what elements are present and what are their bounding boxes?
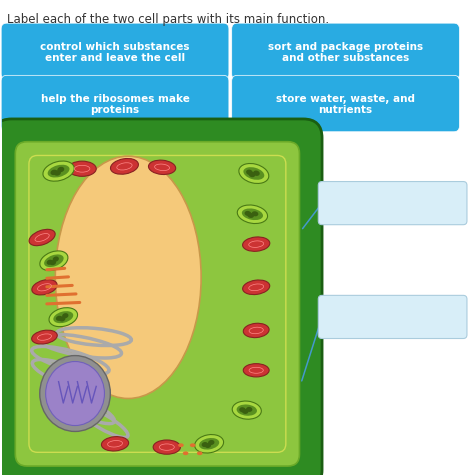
Ellipse shape [201,442,208,447]
Ellipse shape [59,317,65,322]
FancyBboxPatch shape [1,76,229,132]
Ellipse shape [54,171,61,176]
Ellipse shape [205,443,211,448]
Ellipse shape [68,162,96,177]
Ellipse shape [43,162,74,182]
FancyBboxPatch shape [232,24,459,80]
Ellipse shape [45,377,72,391]
FancyBboxPatch shape [319,182,467,225]
Ellipse shape [245,211,251,217]
Ellipse shape [252,212,258,217]
Ellipse shape [153,440,181,454]
Ellipse shape [48,165,70,178]
Ellipse shape [243,364,269,377]
FancyBboxPatch shape [0,119,322,476]
Ellipse shape [208,440,214,445]
Ellipse shape [50,170,57,176]
Ellipse shape [201,443,207,447]
Ellipse shape [237,206,267,224]
Ellipse shape [46,362,104,426]
Ellipse shape [253,171,260,177]
Ellipse shape [29,230,55,246]
Ellipse shape [199,438,219,450]
Ellipse shape [44,255,64,268]
Text: Label each of the two cell parts with its main function.: Label each of the two cell parts with it… [7,13,329,26]
Ellipse shape [246,170,253,176]
Ellipse shape [148,161,176,175]
Ellipse shape [243,324,269,338]
Ellipse shape [57,168,64,173]
FancyBboxPatch shape [15,142,300,466]
Ellipse shape [49,308,78,327]
Ellipse shape [178,443,184,447]
Ellipse shape [101,436,128,451]
Ellipse shape [110,159,138,175]
Ellipse shape [190,443,195,447]
FancyBboxPatch shape [319,296,467,339]
Ellipse shape [246,407,252,412]
Ellipse shape [56,316,62,321]
Ellipse shape [183,451,189,455]
Ellipse shape [243,238,270,252]
FancyBboxPatch shape [1,24,229,80]
Ellipse shape [249,172,255,178]
Ellipse shape [247,213,254,218]
Ellipse shape [197,451,202,455]
Text: sort and package proteins
and other substances: sort and package proteins and other subs… [268,41,423,63]
Ellipse shape [242,409,248,414]
Ellipse shape [46,260,53,265]
Text: store water, waste, and
nutrients: store water, waste, and nutrients [276,94,415,115]
Ellipse shape [55,157,201,399]
Ellipse shape [53,257,59,262]
Text: control which substances
enter and leave the cell: control which substances enter and leave… [40,41,190,63]
Ellipse shape [62,314,68,318]
Ellipse shape [53,311,73,324]
FancyBboxPatch shape [232,76,459,132]
Ellipse shape [40,251,68,271]
Ellipse shape [242,209,263,220]
Ellipse shape [50,260,56,266]
Ellipse shape [195,435,224,453]
Ellipse shape [243,280,270,295]
Ellipse shape [239,164,269,184]
Ellipse shape [40,356,110,432]
Ellipse shape [239,407,246,412]
Ellipse shape [232,401,261,419]
Ellipse shape [32,280,57,295]
Ellipse shape [243,168,264,180]
Ellipse shape [237,405,257,416]
Text: help the ribosomes make
proteins: help the ribosomes make proteins [41,94,190,115]
Ellipse shape [32,330,57,344]
